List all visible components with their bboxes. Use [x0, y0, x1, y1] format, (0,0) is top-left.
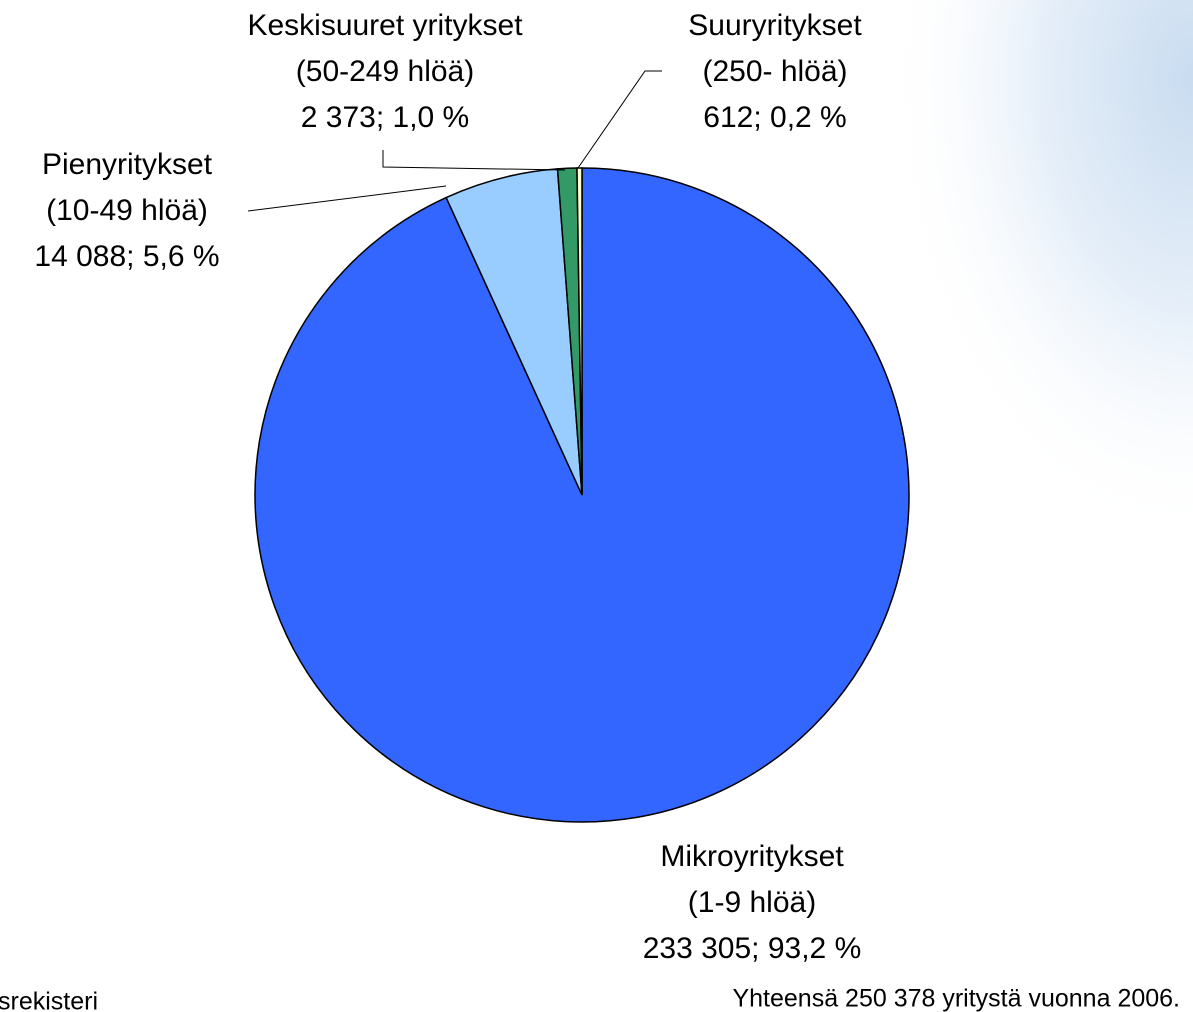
slice-sublabel: (50-249 hlöä): [296, 55, 474, 88]
slice-sublabel: (1-9 hlöä): [688, 886, 816, 919]
value-label: 14 088; 5,6 %: [34, 240, 219, 273]
leader-line: [382, 150, 566, 171]
leader-line: [247, 185, 447, 212]
value-label: 233 305; 93,2 %: [643, 932, 862, 965]
slice-sublabel: (250- hlöä): [702, 55, 847, 88]
source-note: srekisteri: [0, 988, 98, 1012]
pie-slice: [576, 167, 583, 496]
slice-label: Mikroyritykset: [660, 840, 844, 873]
total-note: Yhteensä 250 378 yritystä vuonna 2006.: [732, 985, 1180, 1012]
slice-label: Pienyritykset: [42, 148, 213, 181]
slice-label: Suuryritykset: [688, 9, 862, 42]
pie: [254, 167, 910, 823]
background-glow: [850, 0, 1193, 520]
slice-sublabel: (10-49 hlöä): [46, 194, 208, 227]
value-label: 612; 0,2 %: [703, 101, 846, 134]
leader-line: [577, 70, 662, 169]
slice-label: Keskisuuret yritykset: [247, 9, 523, 42]
value-label: 2 373; 1,0 %: [301, 101, 469, 134]
